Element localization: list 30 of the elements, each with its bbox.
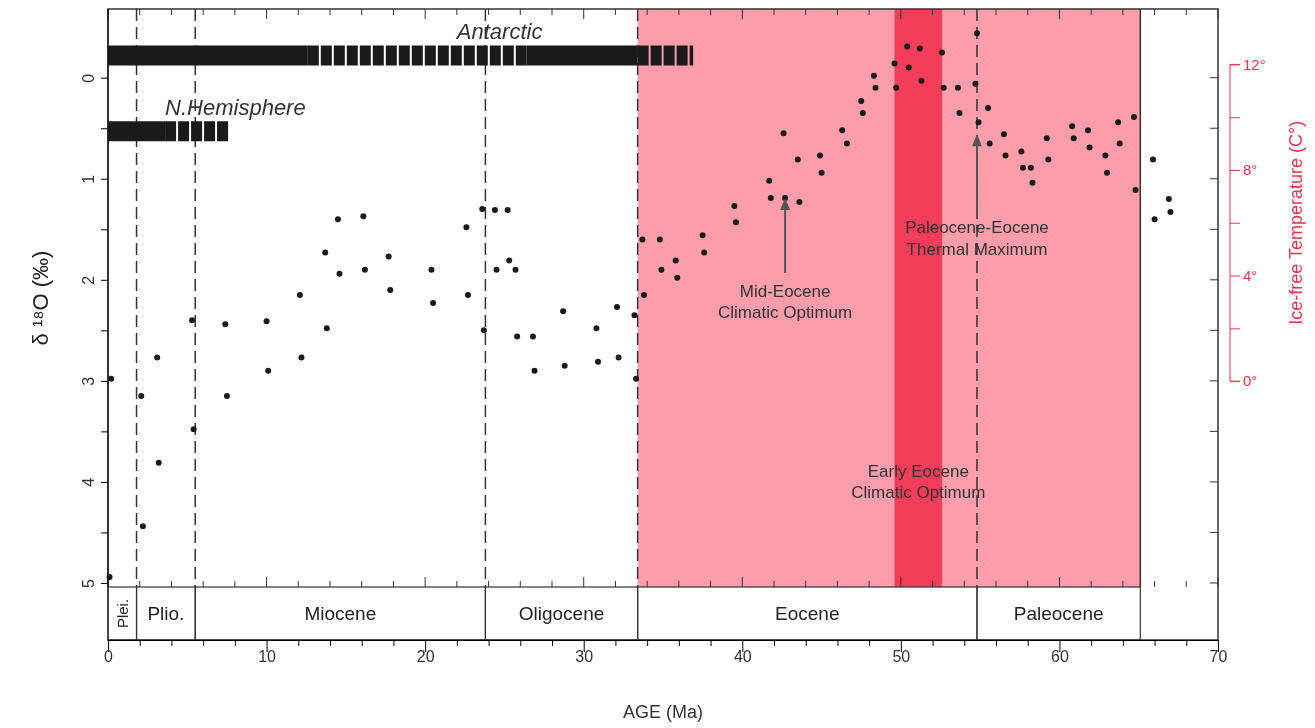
x-axis-title: AGE (Ma) xyxy=(622,702,704,722)
x-tick-label: 60 xyxy=(1051,648,1069,666)
annotation: N.Hemisphere xyxy=(165,95,306,121)
y-tick-label: 3 xyxy=(79,376,97,386)
text: Oligocene xyxy=(518,603,605,624)
y2-tick-label: 4° xyxy=(1243,266,1258,284)
x-tick-label: 70 xyxy=(1209,648,1228,666)
y-tick-label: 4 xyxy=(79,477,97,487)
x-tick-label: 10 xyxy=(258,648,277,666)
y2-tick-label: 8° xyxy=(1243,161,1258,179)
x-tick-label: 20 xyxy=(416,648,435,666)
y2-axis-title: Ice-free Temperature (C°) xyxy=(1286,120,1306,325)
text: Plei. xyxy=(113,598,131,629)
x-tick-label: 0 xyxy=(104,648,114,666)
y-tick-label: 0 xyxy=(79,73,97,83)
text: Plio. xyxy=(147,603,185,624)
y-tick-label: 1 xyxy=(79,174,97,184)
y2-tick-label: 0° xyxy=(1243,372,1258,390)
y2-tick-label: 12° xyxy=(1243,55,1266,73)
text: Paleocene xyxy=(1013,603,1104,624)
y-tick-label: 5 xyxy=(79,578,97,588)
x-tick-label: 40 xyxy=(733,648,752,666)
y-tick-label: 2 xyxy=(79,275,97,285)
annotation: Mid-Eocene Climatic Optimum xyxy=(718,281,853,323)
annotation: Early Eocene Climatic Optimum xyxy=(851,462,986,503)
x-tick-label: 50 xyxy=(892,648,911,666)
x-tick-label: 30 xyxy=(575,648,594,666)
text: Eocene xyxy=(775,603,840,624)
y-axis-title: δ ¹⁸O (‰) xyxy=(28,250,53,346)
text: Miocene xyxy=(304,603,377,624)
